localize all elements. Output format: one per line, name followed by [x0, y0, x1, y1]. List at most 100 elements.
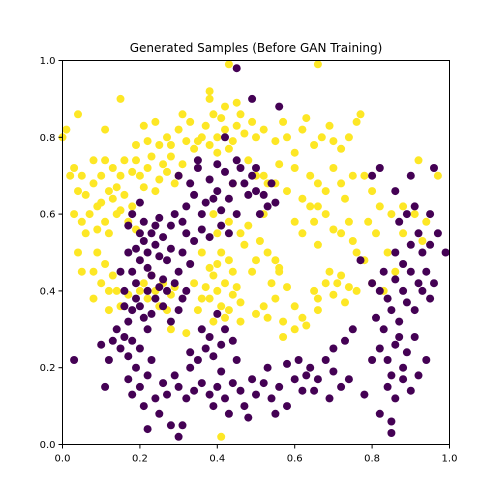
- data-point: [77, 217, 86, 226]
- data-point: [104, 229, 113, 238]
- data-point: [182, 229, 191, 238]
- data-point: [143, 248, 152, 257]
- data-point: [205, 87, 214, 96]
- data-point: [213, 309, 222, 318]
- data-point: [290, 325, 299, 334]
- data-point: [368, 187, 377, 196]
- data-point: [209, 402, 218, 411]
- data-point: [236, 317, 245, 326]
- data-point: [232, 98, 241, 107]
- data-point: [104, 356, 113, 364]
- data-point: [182, 394, 191, 403]
- data-point: [348, 171, 357, 180]
- x-tick-label: 0.6: [287, 454, 303, 465]
- data-point: [135, 171, 144, 180]
- data-point: [159, 379, 168, 388]
- data-point: [267, 394, 276, 403]
- data-point: [321, 356, 330, 364]
- data-point: [101, 260, 110, 268]
- data-point: [124, 317, 133, 326]
- data-point: [271, 198, 280, 207]
- data-point: [395, 217, 404, 226]
- data-point: [391, 275, 400, 284]
- data-point: [93, 248, 102, 257]
- data-point: [209, 271, 218, 280]
- data-point: [433, 171, 442, 180]
- data-point: [433, 229, 442, 238]
- data-point: [387, 417, 396, 426]
- data-point: [143, 263, 152, 272]
- data-point: [213, 160, 222, 169]
- data-point: [313, 306, 322, 315]
- data-point: [128, 390, 137, 399]
- data-point: [217, 114, 226, 123]
- x-tick-label: 1.0: [442, 454, 458, 465]
- data-point: [402, 298, 411, 307]
- data-point: [344, 375, 353, 384]
- data-point: [426, 210, 435, 219]
- data-point: [271, 409, 280, 418]
- data-point: [132, 141, 140, 149]
- data-point: [190, 386, 199, 395]
- data-point: [313, 179, 322, 188]
- data-point: [193, 137, 202, 146]
- data-point: [213, 382, 222, 391]
- data-point: [341, 194, 349, 203]
- data-point: [283, 283, 291, 292]
- data-point: [143, 294, 152, 303]
- data-point: [66, 171, 75, 180]
- data-point: [190, 144, 199, 153]
- data-point: [128, 167, 137, 176]
- data-point: [244, 190, 253, 199]
- data-point: [360, 171, 369, 180]
- data-point: [209, 194, 218, 203]
- data-point: [120, 302, 129, 311]
- data-point: [128, 306, 137, 315]
- data-point: [139, 121, 148, 130]
- data-point: [197, 225, 206, 234]
- data-point: [77, 267, 86, 276]
- data-point: [325, 121, 334, 130]
- data-point: [418, 237, 427, 245]
- data-point: [383, 356, 392, 364]
- data-point: [135, 382, 144, 391]
- data-point: [271, 256, 280, 265]
- data-point: [159, 275, 168, 284]
- data-point: [213, 133, 222, 142]
- data-point: [93, 225, 102, 234]
- data-point: [310, 141, 319, 149]
- data-point: [321, 187, 330, 196]
- data-point: [186, 260, 195, 268]
- data-point: [228, 267, 237, 276]
- data-point: [244, 221, 253, 230]
- data-point: [147, 309, 156, 318]
- data-point: [81, 190, 90, 199]
- data-point: [128, 210, 137, 219]
- data-point: [290, 164, 299, 172]
- data-point: [124, 248, 133, 257]
- data-point: [224, 229, 233, 238]
- data-point: [132, 244, 140, 253]
- data-point: [329, 137, 338, 146]
- data-point: [352, 117, 361, 126]
- data-point: [267, 179, 276, 188]
- data-point: [329, 290, 338, 299]
- data-point: [89, 294, 98, 303]
- data-point: [151, 240, 160, 249]
- data-point: [197, 248, 206, 257]
- y-tick-label: 0.4: [40, 286, 56, 297]
- data-point: [193, 306, 202, 315]
- data-point: [70, 356, 79, 364]
- data-point: [197, 210, 206, 219]
- data-point: [217, 340, 226, 349]
- data-point: [128, 267, 137, 276]
- data-point: [159, 160, 168, 169]
- data-point: [205, 333, 214, 341]
- data-point: [352, 286, 361, 295]
- data-point: [135, 344, 144, 353]
- data-point: [205, 94, 214, 103]
- data-point: [139, 183, 148, 192]
- data-point: [406, 171, 415, 180]
- data-point: [62, 125, 71, 134]
- data-point: [252, 187, 260, 196]
